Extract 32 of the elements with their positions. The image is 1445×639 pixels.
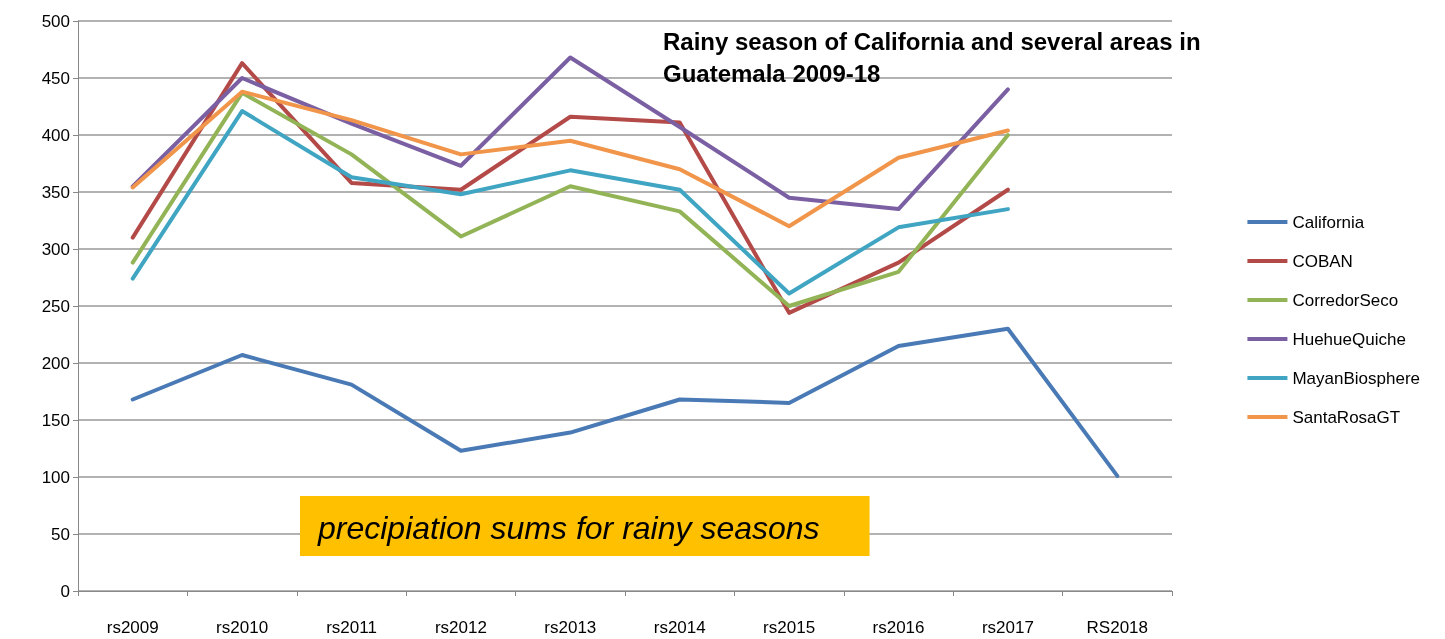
legend-label: MayanBiosphere xyxy=(1292,368,1420,388)
text: Rainy season of California and several areas in Guatemala 2009-18 xyxy=(663,27,1208,87)
y-tick-label: 400 xyxy=(41,125,70,145)
y-tick-label: 350 xyxy=(41,182,70,202)
y-tick-label: 100 xyxy=(41,467,70,487)
legend-label: COBAN xyxy=(1292,251,1353,271)
annotation: precipiation sums for rainy seasons xyxy=(317,510,820,546)
x-tick-label: rs2009 xyxy=(106,618,159,637)
x-tick-label: rs2017 xyxy=(981,618,1034,637)
y-tick-label: 500 xyxy=(41,11,70,31)
x-tick-label: rs2011 xyxy=(326,618,377,637)
line-series xyxy=(130,326,1120,478)
x-tick-label: rs2010 xyxy=(216,618,269,637)
y-tick-label: 150 xyxy=(41,410,70,430)
x-tick-label: rs2016 xyxy=(872,618,925,637)
x-tick-label: rs2012 xyxy=(434,618,487,637)
y-tick-label: 250 xyxy=(41,296,70,316)
line-series xyxy=(130,55,1010,212)
line-series xyxy=(130,89,1010,229)
y-tick-label: 300 xyxy=(41,239,70,259)
x-tick-label: rs2015 xyxy=(763,618,816,637)
y-tick-label: 450 xyxy=(41,68,70,88)
legend-label: California xyxy=(1292,212,1365,232)
x-tick-label: rs2013 xyxy=(544,618,597,637)
y-tick-label: 0 xyxy=(60,581,70,601)
y-tick-label: 50 xyxy=(51,524,70,544)
legend-label: SantaRosaGT xyxy=(1292,407,1401,427)
legend-label: HuehueQuiche xyxy=(1292,329,1406,349)
y-tick-label: 200 xyxy=(41,353,70,373)
x-tick-label: RS2018 xyxy=(1086,618,1149,637)
legend-label: CorredorSeco xyxy=(1292,290,1399,310)
x-tick-label: rs2014 xyxy=(653,618,706,637)
